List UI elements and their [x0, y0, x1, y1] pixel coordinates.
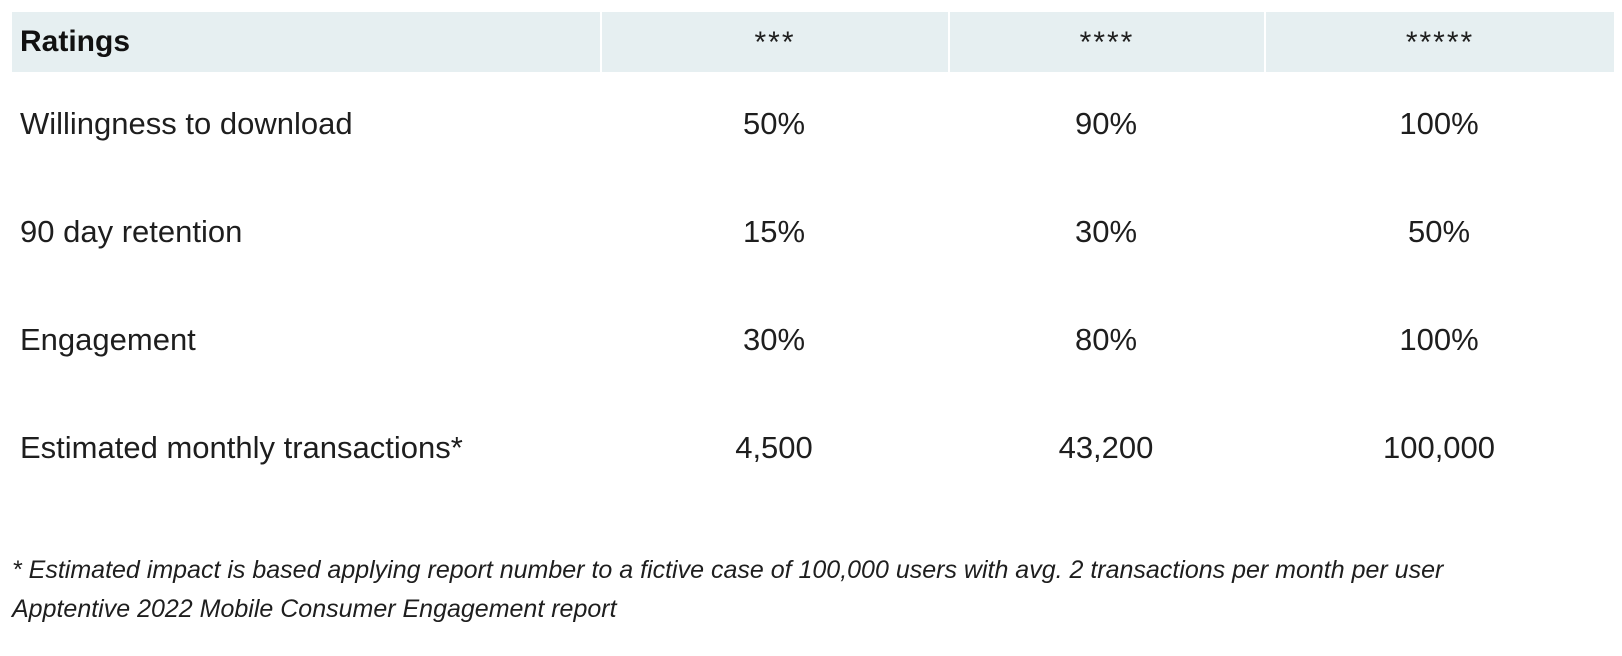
row-label: 90 day retention — [20, 214, 243, 249]
header-ratings-label: Ratings — [12, 12, 600, 72]
cell-value: 50% — [1407, 214, 1471, 249]
cell-value: 43,200 — [1058, 430, 1154, 465]
table-row: Engagement 30% 80% 100% — [12, 286, 1614, 394]
cell-value: 4,500 — [735, 430, 813, 465]
cell-value: 80% — [1074, 322, 1138, 357]
cell-value: 30% — [742, 322, 806, 357]
footnote-line-estimate: * Estimated impact is based applying rep… — [12, 556, 1444, 584]
cell-value: 100% — [1399, 106, 1479, 141]
table-row: Estimated monthly transactions* 4,500 43… — [12, 394, 1614, 502]
footnote-line-source: Apptentive 2022 Mobile Consumer Engageme… — [12, 595, 617, 623]
cell-value: 100% — [1399, 322, 1479, 357]
header-three-stars: *** — [602, 12, 948, 72]
row-label: Estimated monthly transactions* — [20, 430, 463, 465]
footnote: * Estimated impact is based applying rep… — [12, 551, 1612, 629]
cell-value: 100,000 — [1382, 430, 1496, 465]
cell-value: 30% — [1074, 214, 1138, 249]
row-label: Engagement — [20, 322, 196, 357]
cell-value: 50% — [742, 106, 806, 141]
ratings-table: Ratings *** **** ***** Willingness to do… — [12, 12, 1614, 502]
cell-value: 15% — [742, 214, 806, 249]
row-label: Willingness to download — [20, 106, 353, 141]
header-five-stars: ***** — [1266, 12, 1614, 72]
table-row: Willingness to download 50% 90% 100% — [12, 70, 1614, 178]
header-four-stars: **** — [950, 12, 1264, 72]
table-row: 90 day retention 15% 30% 50% — [12, 178, 1614, 286]
table-header-row: Ratings *** **** ***** — [12, 12, 1614, 72]
table-body: Willingness to download 50% 90% 100% 90 … — [12, 70, 1614, 502]
cell-value: 90% — [1074, 106, 1138, 141]
